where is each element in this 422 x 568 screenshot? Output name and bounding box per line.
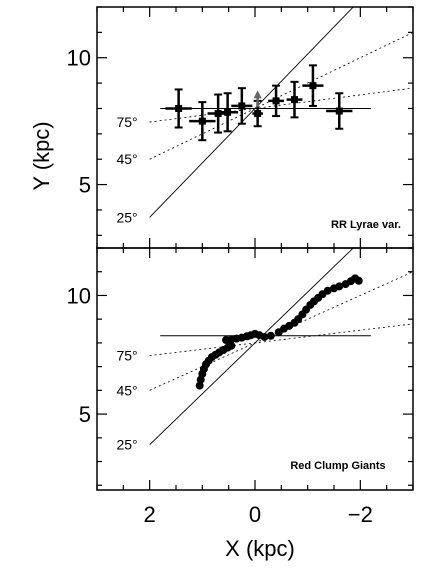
data-point bbox=[309, 82, 317, 90]
y-tick-label: 10 bbox=[67, 283, 91, 308]
plot-frame bbox=[96, 247, 414, 491]
data-point bbox=[198, 117, 206, 125]
bar-angle-line-45deg bbox=[149, 32, 413, 160]
x-tick-label: 0 bbox=[249, 502, 261, 527]
plot-area bbox=[149, 7, 413, 218]
y-tick-label: 5 bbox=[79, 173, 91, 198]
panel-title: Red Clump Giants bbox=[290, 460, 385, 472]
data-point bbox=[272, 97, 280, 105]
panel-rr-lyrae: 25° 45° 75° 5 10 RR Lyrae var. bbox=[67, 6, 414, 249]
data-point bbox=[238, 102, 246, 110]
angle-label-75deg: 75° bbox=[116, 114, 137, 130]
data-point bbox=[335, 282, 344, 291]
data-point bbox=[224, 108, 232, 116]
angle-label-75deg: 75° bbox=[116, 348, 137, 364]
data-point bbox=[335, 107, 343, 115]
data-point bbox=[214, 110, 222, 118]
bar-angle-line-75deg bbox=[149, 323, 413, 357]
data-point bbox=[254, 110, 262, 118]
data-point bbox=[323, 286, 332, 295]
panel-red-clump-giants: 25° 45° 75° 5 10 2 0 −2 Red Clump Giants bbox=[67, 247, 414, 527]
y-tick-label: 10 bbox=[67, 46, 91, 71]
angle-label-45deg: 45° bbox=[116, 151, 137, 167]
angle-label-25deg: 25° bbox=[116, 437, 137, 453]
data-point bbox=[266, 331, 275, 340]
data-point bbox=[291, 96, 298, 104]
plot-area bbox=[149, 248, 413, 445]
data-point bbox=[227, 341, 236, 350]
bar-angle-line-25deg bbox=[149, 248, 354, 445]
x-tick-label: −2 bbox=[348, 502, 373, 527]
bar-angle-line-25deg bbox=[149, 7, 354, 218]
x-axis-label: X (kpc) bbox=[225, 536, 295, 561]
angle-label-25deg: 25° bbox=[116, 209, 137, 225]
panel-title: RR Lyrae var. bbox=[331, 219, 401, 231]
data-point bbox=[175, 104, 183, 112]
bar-angle-line-45deg bbox=[149, 271, 413, 391]
arrow-head bbox=[253, 90, 262, 99]
y-axis-label: Y (kpc) bbox=[29, 121, 54, 190]
data-point bbox=[195, 381, 204, 390]
bar-angle-line-75deg bbox=[149, 87, 413, 123]
data-point bbox=[354, 276, 363, 285]
plot-frame bbox=[96, 6, 414, 249]
angle-label-45deg: 45° bbox=[116, 382, 137, 398]
data-point bbox=[260, 332, 269, 341]
y-tick-label: 5 bbox=[79, 402, 91, 427]
x-tick-label: 2 bbox=[144, 502, 156, 527]
